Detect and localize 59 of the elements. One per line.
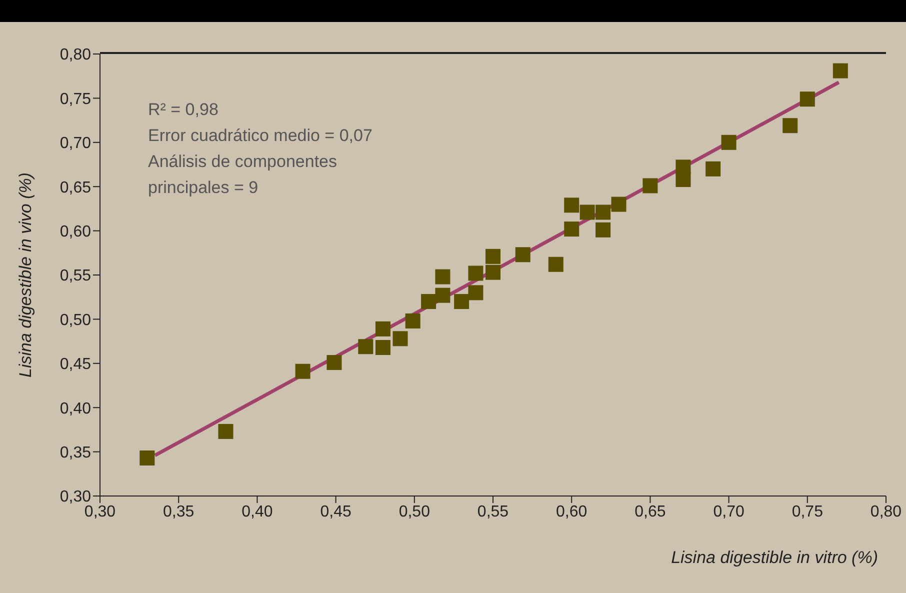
point <box>454 294 470 310</box>
point <box>375 321 390 336</box>
point <box>564 198 580 213</box>
point <box>706 161 721 176</box>
x-tick-label: 0,70 <box>713 503 744 520</box>
y-tick-label: 0,60 <box>60 223 92 240</box>
x-tick-label: 0,75 <box>792 503 824 520</box>
point <box>515 247 530 262</box>
point <box>435 288 450 303</box>
y-tick-label: 0,70 <box>60 135 92 152</box>
point <box>596 204 611 220</box>
x-tick-label: 0,65 <box>634 503 666 520</box>
point <box>218 424 234 439</box>
point <box>486 264 500 280</box>
x-tick-label: 0,50 <box>398 503 430 520</box>
y-tick-label: 0,55 <box>60 268 92 285</box>
y-tick-label: 0,50 <box>60 312 92 329</box>
annotation: R² = 0,98 <box>148 99 220 121</box>
x-tick-label: 0,30 <box>84 503 116 520</box>
y-axis-title: Lisina digestible in vivo (%) <box>16 172 36 378</box>
x-tick-label: 0,40 <box>242 503 273 520</box>
y-tick-label: 0,45 <box>60 356 92 374</box>
point <box>468 285 484 300</box>
point <box>548 256 564 272</box>
y-tick-label: 0,35 <box>60 444 92 462</box>
point <box>358 339 374 354</box>
point <box>676 172 691 188</box>
point <box>580 204 595 220</box>
point <box>832 63 848 78</box>
y-tick-label: 0,30 <box>60 488 92 506</box>
point <box>611 196 626 212</box>
y-tick-label: 0,40 <box>60 400 92 418</box>
x-tick-label: 0,55 <box>477 503 509 520</box>
point <box>421 294 436 310</box>
x-tick-label: 0,35 <box>163 503 194 520</box>
point <box>140 450 155 466</box>
x-tick-label: 0,60 <box>556 503 588 520</box>
point <box>642 178 658 194</box>
point <box>435 269 450 284</box>
point <box>800 92 815 107</box>
annotation: Error cuadrático medio = 0,07 <box>148 125 374 147</box>
x-tick-label: 0,80 <box>870 503 902 520</box>
point <box>326 355 342 370</box>
y-tick-label: 0,75 <box>60 90 92 108</box>
point <box>295 364 310 379</box>
point <box>721 134 736 150</box>
annotation: Análisis de componentes principales = 9 <box>148 151 338 199</box>
point <box>596 222 611 238</box>
point <box>392 331 408 346</box>
y-tick-label: 0,80 <box>60 46 92 64</box>
point <box>782 118 798 134</box>
x-tick-label: 0,45 <box>320 503 352 520</box>
point <box>468 266 484 281</box>
y-tick-label: 0,65 <box>60 179 92 196</box>
point <box>486 248 500 264</box>
x-axis-title: Lisina digestible in vitro (%) <box>671 548 878 567</box>
point <box>564 222 580 237</box>
point <box>375 340 390 355</box>
point <box>405 313 420 328</box>
